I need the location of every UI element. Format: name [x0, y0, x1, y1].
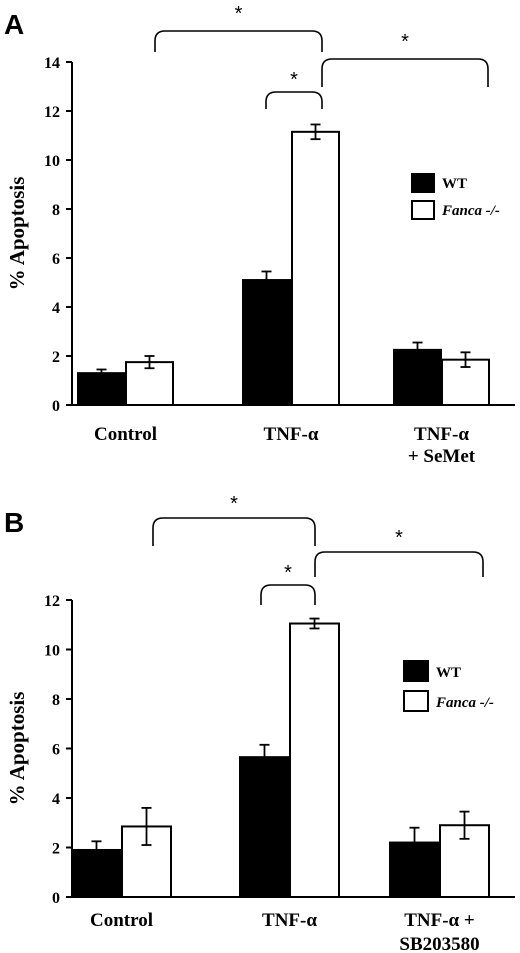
category-label: TNF-α: [414, 424, 469, 445]
significance-star: *: [230, 493, 238, 515]
category-label: TNF-α: [264, 424, 319, 445]
y-axis-label: % Apoptosis: [5, 692, 29, 806]
y-tick-label: 0: [52, 398, 60, 415]
bar-fanca-1: [291, 130, 340, 406]
bar-wt-1: [242, 279, 291, 406]
bar-wt-0: [77, 372, 126, 406]
category-label: Control: [90, 910, 153, 931]
category-label: SB203580: [399, 934, 479, 953]
category-label: + SeMet: [408, 446, 476, 467]
significance-bracket: [321, 58, 489, 87]
significance-bracket: [265, 91, 323, 109]
significance-bracket: [152, 517, 316, 546]
y-tick-label: 12: [44, 593, 60, 610]
category-label: TNF-α: [262, 910, 317, 931]
y-tick-label: 4: [52, 300, 60, 317]
y-tick-label: 6: [52, 251, 60, 268]
legend-swatch: [403, 690, 429, 712]
legend-label: WT: [436, 665, 461, 681]
y-tick-label: 12: [44, 104, 60, 121]
significance-bracket: [260, 584, 316, 605]
panel-letter: A: [4, 9, 24, 40]
chart-panel-B: B 0 2 4 6 8 10 12 % Apoptosis Control TNF-α TNF-α +…: [4, 493, 515, 953]
y-axis-label: % Apoptosis: [5, 177, 29, 291]
legend-swatch: [411, 200, 435, 220]
y-tick-label: 6: [52, 742, 60, 759]
y-tick-label: 4: [52, 791, 60, 808]
legend-swatch: [403, 660, 429, 682]
panel-letter: B: [4, 507, 24, 538]
category-label: Control: [94, 424, 157, 445]
significance-star: *: [290, 69, 298, 91]
significance-star: *: [284, 562, 292, 584]
legend-label: Fanca -/-: [441, 203, 500, 219]
significance-star: *: [235, 3, 243, 25]
significance-star: *: [401, 31, 409, 53]
y-tick-label: 2: [52, 841, 60, 858]
y-tick-label: 8: [52, 202, 60, 219]
y-tick-label: 0: [52, 890, 60, 907]
legend-swatch: [411, 173, 435, 193]
chart-panel-A: A 0 2 4 6 8 10 12 14 % Apoptosis Control TNF-α TNF-α…: [4, 3, 515, 467]
significance-bracket: [154, 30, 323, 52]
y-tick-label: 2: [52, 349, 60, 366]
y-tick-label: 8: [52, 692, 60, 709]
bar-wt-1: [239, 756, 290, 898]
y-tick-label: 10: [44, 153, 60, 170]
y-tick-label: 14: [44, 55, 60, 72]
category-label: TNF-α +: [404, 910, 475, 931]
significance-star: *: [395, 527, 403, 549]
significance-bracket: [314, 551, 484, 577]
bar-wt-2: [393, 348, 442, 406]
y-tick-label: 10: [44, 643, 60, 660]
legend-label: WT: [442, 176, 467, 192]
legend-label: Fanca -/-: [435, 695, 494, 711]
bar-fanca-1: [289, 622, 340, 898]
